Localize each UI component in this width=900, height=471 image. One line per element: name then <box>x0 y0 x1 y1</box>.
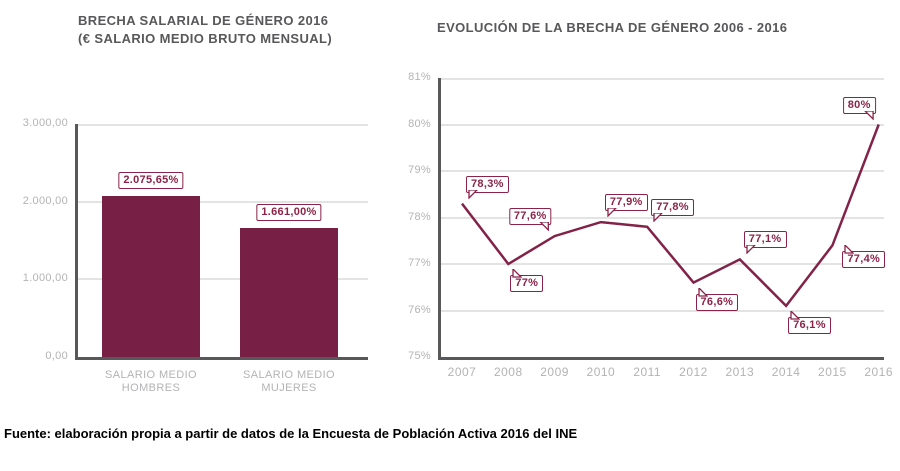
y-axis-tick-label: 1.000,00 <box>22 272 68 285</box>
point-label-callout-2009-text: 77,6% <box>513 210 547 223</box>
line-chart-title-text: EVOLUCIÓN DE LA BRECHA DE GÉNERO 2006 - … <box>437 20 788 35</box>
callout-tail <box>863 110 874 120</box>
point-label-callout-2010-text: 77,9% <box>609 196 643 209</box>
point-label-callout-2013-text: 77,1% <box>748 233 782 246</box>
y-axis-tick-label: 78% <box>408 210 431 223</box>
x-axis-year-2012: 2012 <box>679 365 708 379</box>
point-label-callout-2012-text: 76,6% <box>700 295 734 308</box>
y-axis-tick-label: 3.000,00 <box>22 117 68 129</box>
bar-chart-title-text: BRECHA SALARIAL DE GÉNERO 2016 <box>78 13 329 28</box>
point-label-callout-2015: 77,4% <box>842 245 886 269</box>
source-note: Fuente: elaboración propia a partir de d… <box>4 426 578 441</box>
point-label-callout-2009: 77,6% <box>508 208 552 232</box>
point-label-callout-2016-text: 80% <box>847 98 871 111</box>
x-axis-year-2009: 2009 <box>540 365 569 379</box>
y-axis-tick-label: 76% <box>408 303 431 316</box>
gridline <box>441 78 884 80</box>
y-axis-tick-label: 81% <box>408 71 431 83</box>
point-label-callout-2016: 80% <box>842 96 876 120</box>
x-axis-category-label: SALARIO MEDIO HOMBRES <box>105 369 197 394</box>
bar-value-callout: 2.075,65% <box>118 171 184 189</box>
bar-value-callout-text: 2.075,65% <box>123 173 179 186</box>
point-label-callout-2012: 76,6% <box>695 287 739 311</box>
point-label-callout-2008: 77% <box>510 269 544 292</box>
bar-value-callout: 1.661,00% <box>256 203 322 221</box>
callout-tail <box>790 310 801 320</box>
line-chart-plot: 75% 76% 77% 78% 79% 80% 81% 2007 78,3% 2008 77% 200… <box>408 71 892 379</box>
y-axis-tick-label: 79% <box>408 164 431 176</box>
x-axis-year-2011: 2011 <box>633 365 662 379</box>
callout-tail <box>653 212 664 222</box>
x-axis-category-label: SALARIO MEDIO MUJERES <box>243 369 335 394</box>
gridline <box>441 309 884 312</box>
x-axis-year-2010: 2010 <box>586 365 616 379</box>
y-axis-tick-label: 0,00 <box>45 350 68 362</box>
callout-tail <box>607 208 617 218</box>
point-label-callout-2007-text: 78,3% <box>471 177 504 190</box>
point-label-callout-2014-text: 76,1% <box>793 318 826 331</box>
point-label-callout-2011-text: 77,8% <box>656 200 689 213</box>
callout-tail <box>468 189 478 199</box>
trend-line <box>461 124 880 308</box>
x-axis-year-2016: 2016 <box>864 365 894 379</box>
callout-tail <box>844 245 855 255</box>
x-axis-year-2013: 2013 <box>725 365 755 379</box>
y-axis-tick-label: 75% <box>408 350 431 362</box>
gridline <box>78 278 368 281</box>
y-axis-tick-label: 80% <box>408 117 431 130</box>
y-axis-tick-label: 77% <box>408 257 431 269</box>
y-axis-tick-label: 2.000,00 <box>22 194 68 207</box>
gridline <box>441 170 884 172</box>
point-label-callout-2010: 77,9% <box>604 194 648 218</box>
gridline <box>441 216 884 219</box>
bar-value-callout-text: 1.661,00% <box>261 205 317 218</box>
x-axis-year-2007: 2007 <box>447 365 477 379</box>
callout-tail <box>746 245 756 255</box>
callout-tail <box>539 222 550 232</box>
bar-salario-medio-hombres <box>102 195 200 357</box>
x-axis-year-2008: 2008 <box>493 365 523 379</box>
gridline <box>441 123 884 126</box>
callout-tail <box>697 287 708 297</box>
bar-salario-medio-mujeres <box>240 227 338 357</box>
point-label-callout-2014: 76,1% <box>788 310 831 334</box>
bar-chart-plot: 0,00 1.000,00 2.000,00 3.000,00 2.075,65% SAL… <box>23 117 368 394</box>
point-label-callout-2013: 77,1% <box>743 231 787 255</box>
callout-tail <box>512 269 523 278</box>
point-label-callout-2015-text: 77,4% <box>847 253 881 266</box>
bar-chart-title: BRECHA SALARIAL DE GÉNERO 2016 (€ SALARI… <box>78 12 332 48</box>
bar-chart-subtitle-text: (€ SALARIO MEDIO BRUTO MENSUAL) <box>78 31 333 46</box>
x-axis-year-2015: 2015 <box>818 365 847 379</box>
point-label-callout-2008-text: 77% <box>515 277 539 289</box>
gridline <box>78 200 368 203</box>
point-label-callout-2011: 77,8% <box>651 198 694 222</box>
line-chart-title: EVOLUCIÓN DE LA BRECHA DE GÉNERO 2006 - … <box>437 19 787 37</box>
point-label-callout-2007: 78,3% <box>466 175 509 199</box>
gridline <box>78 124 368 126</box>
gridline <box>441 263 884 265</box>
x-axis-year-2014: 2014 <box>771 365 801 379</box>
